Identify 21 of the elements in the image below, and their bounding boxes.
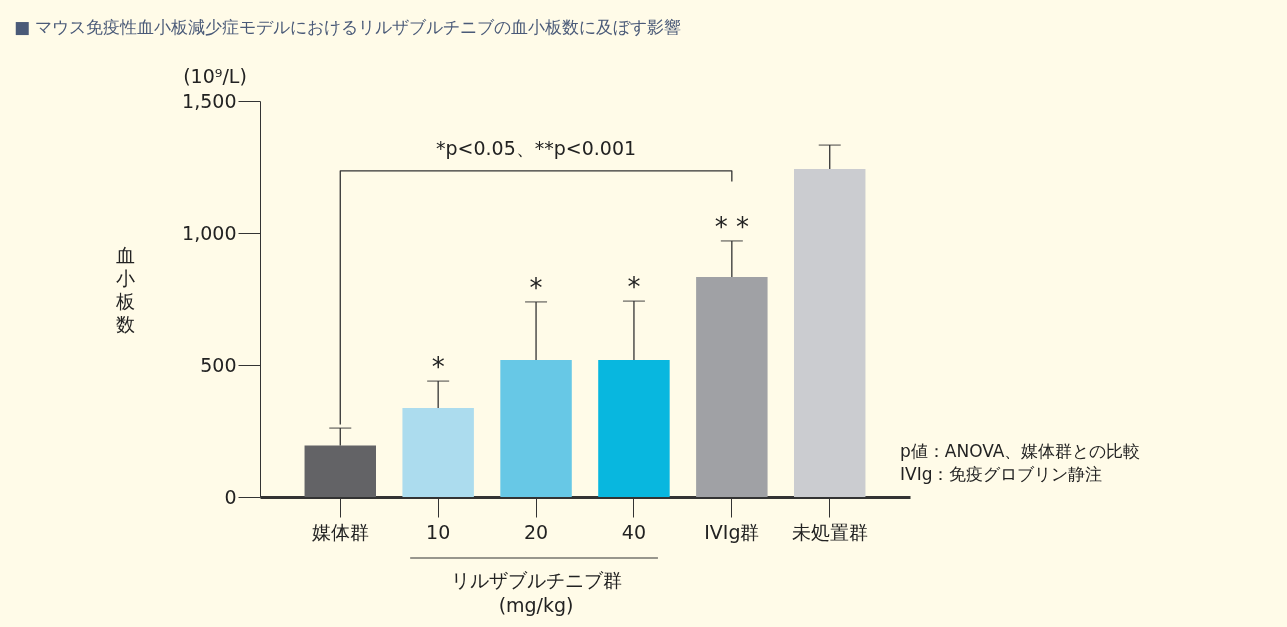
x-tick-label: 媒体群 bbox=[311, 520, 369, 543]
x-tick-label: 20 bbox=[523, 520, 549, 543]
annotation: * bbox=[627, 272, 641, 303]
annotation: * bbox=[529, 272, 543, 303]
annotation: * * bbox=[714, 211, 749, 242]
annotation: *p<0.05、**p<0.001 bbox=[435, 136, 637, 159]
annotation: * bbox=[431, 352, 445, 383]
text: リルザブルチニブ群 (mg/kg) bbox=[450, 569, 622, 616]
x-tick-label: 40 bbox=[621, 520, 647, 543]
x-tick-label: 未処置群 bbox=[791, 520, 868, 543]
y-tick-label: 1,000 bbox=[182, 221, 237, 244]
chart-title: ■ マウス免疫性血小板減少症モデルにおけるリルザブルチニブの血小板数に及ぼす影響 bbox=[14, 17, 682, 37]
y-tick-label: 500 bbox=[200, 353, 237, 376]
y-tick-label: 0 bbox=[224, 485, 237, 508]
text: (10⁹/L) bbox=[183, 65, 247, 87]
x-tick-label: 10 bbox=[426, 520, 451, 543]
y-tick-label: 1,500 bbox=[182, 89, 237, 112]
annotation: p値：ANOVA、媒体群との比較 bbox=[900, 441, 1141, 461]
y-axis-title: 血小板数 bbox=[115, 243, 135, 335]
annotation: IVIg：免疫グロブリン静注 bbox=[900, 464, 1103, 484]
x-tick-label: IVIg群 bbox=[704, 520, 760, 543]
